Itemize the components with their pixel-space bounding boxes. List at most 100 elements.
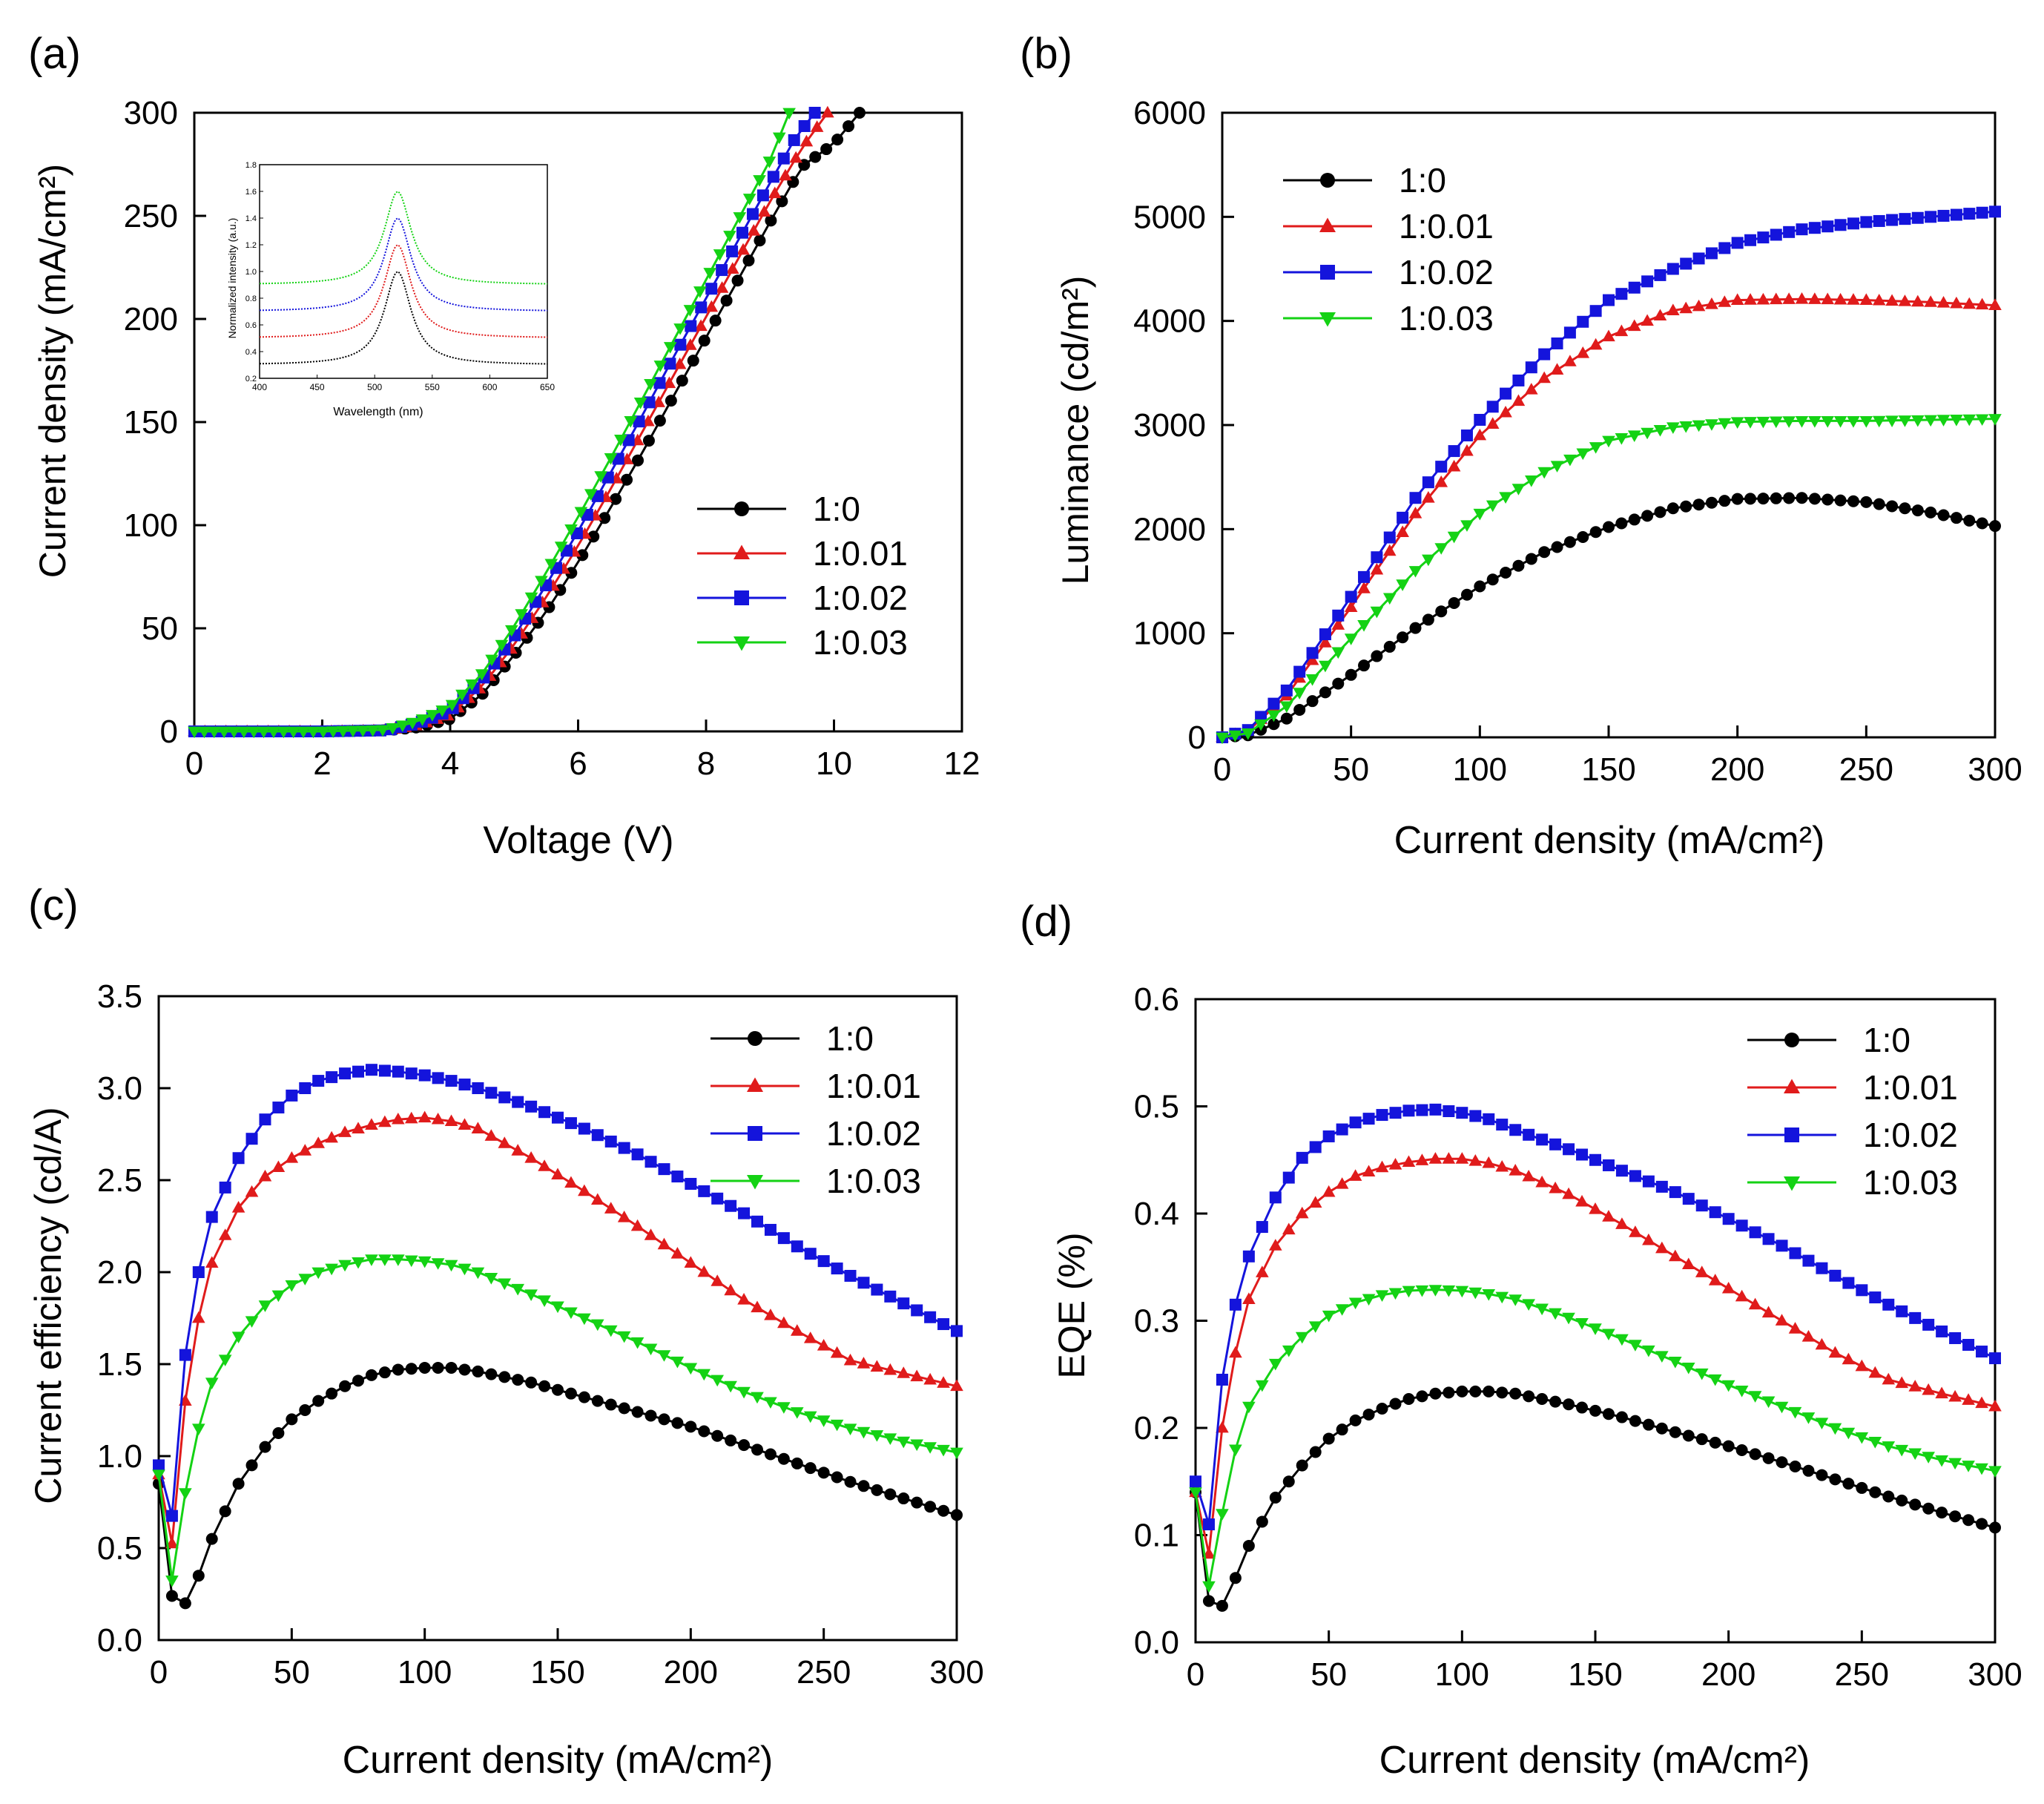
data-point <box>1925 211 1937 223</box>
data-point <box>1615 1165 1628 1177</box>
data-point <box>1655 1351 1669 1363</box>
data-point <box>1589 442 1603 454</box>
data-point <box>1756 416 1770 429</box>
data-point <box>1629 1340 1642 1352</box>
data-point <box>1460 588 1473 601</box>
series-1:0 <box>153 1361 963 1610</box>
data-point <box>471 1267 485 1280</box>
data-point <box>697 1369 711 1381</box>
data-point <box>1627 319 1641 332</box>
x-tick-label: 200 <box>1701 1656 1755 1693</box>
data-point <box>1308 1196 1322 1208</box>
x-tick-label: 150 <box>1568 1656 1622 1693</box>
data-point <box>1744 417 1757 429</box>
y-tick-label: 2000 <box>1133 511 1206 547</box>
data-point <box>1409 622 1422 634</box>
data-point <box>764 1308 777 1320</box>
data-point <box>1802 1254 1815 1267</box>
data-point <box>1855 1359 1869 1372</box>
data-point <box>1872 293 1886 306</box>
y-tick-label: 0.0 <box>1134 1624 1179 1661</box>
data-point <box>205 1377 219 1389</box>
data-point <box>1269 1358 1282 1371</box>
data-point <box>1922 1452 1935 1464</box>
data-point <box>1749 1448 1761 1461</box>
data-point <box>1796 492 1808 504</box>
data-point <box>1859 293 1873 305</box>
data-point <box>684 1256 698 1268</box>
data-point <box>271 1290 286 1303</box>
y-tick-label: 0.5 <box>1134 1089 1179 1125</box>
data-point <box>1335 1304 1349 1316</box>
data-point <box>657 1237 671 1250</box>
data-point <box>1770 228 1782 241</box>
data-point <box>791 1324 804 1336</box>
data-point <box>1280 712 1293 725</box>
data-point <box>165 1590 178 1602</box>
data-point <box>1721 1281 1735 1294</box>
legend: 1:0 1:0.01 1:0.02 1:0.03 <box>697 490 908 662</box>
data-point <box>1551 541 1563 553</box>
x-tick-label: 0 <box>150 1654 168 1691</box>
data-point <box>1937 209 1950 222</box>
y-tick-label: 3.0 <box>97 1070 142 1107</box>
data-point <box>551 1301 564 1314</box>
x-tick-label: 250 <box>1839 751 1893 788</box>
data-point <box>1730 417 1744 429</box>
data-point <box>653 415 666 427</box>
data-point <box>165 1576 179 1587</box>
legend-label: 1:0.02 <box>826 1114 921 1153</box>
data-point <box>1735 1219 1748 1232</box>
data-point <box>1416 1390 1428 1403</box>
inset-x-tick-label: 600 <box>482 382 497 392</box>
data-point <box>1653 425 1667 437</box>
data-point <box>630 1219 644 1231</box>
data-point <box>197 726 211 739</box>
data-point <box>338 1260 352 1272</box>
data-point <box>498 1091 511 1104</box>
data-point <box>366 725 380 737</box>
data-point <box>405 1363 418 1375</box>
data-point <box>299 1082 311 1094</box>
data-point <box>312 1395 325 1407</box>
y-tick-label: 100 <box>124 507 178 544</box>
data-point <box>599 512 611 524</box>
data-point <box>617 1331 631 1343</box>
inset-x-tick-label: 550 <box>425 382 440 392</box>
data-point <box>631 1148 644 1161</box>
data-point <box>1988 414 2002 426</box>
data-point <box>1509 1164 1522 1176</box>
data-point <box>192 1266 205 1278</box>
data-point <box>1776 1456 1788 1469</box>
data-point <box>777 1316 791 1329</box>
panel-b: (b) Luminance (cd/m²) Current density (m… <box>1020 30 2022 862</box>
data-point <box>495 639 509 652</box>
y-tick-label: 1.0 <box>97 1438 142 1475</box>
data-point <box>791 1407 804 1419</box>
data-point <box>594 471 607 483</box>
data-point <box>245 1185 259 1197</box>
data-point <box>1842 1478 1855 1490</box>
data-point <box>418 1110 432 1123</box>
data-point <box>179 1597 191 1610</box>
data-point <box>1808 292 1822 304</box>
data-point <box>1911 415 1925 427</box>
data-point <box>498 1136 512 1148</box>
data-point <box>1922 1383 1935 1395</box>
series-line <box>1222 418 1996 739</box>
legend-marker <box>1784 1176 1800 1191</box>
data-point <box>1847 495 1859 507</box>
data-point <box>1761 1396 1776 1409</box>
data-point <box>715 281 729 293</box>
data-point <box>426 710 439 722</box>
data-point <box>1731 493 1744 505</box>
y-tick-label: 200 <box>124 301 178 338</box>
inset-y-tick-label: 1.8 <box>245 161 257 170</box>
data-point <box>1869 1486 1882 1498</box>
data-point <box>431 1112 445 1125</box>
y-tick-label: 3000 <box>1133 407 1206 444</box>
data-point <box>258 1300 272 1312</box>
data-point <box>1641 427 1654 440</box>
data-point <box>1924 295 1937 307</box>
data-point <box>1808 493 1821 505</box>
